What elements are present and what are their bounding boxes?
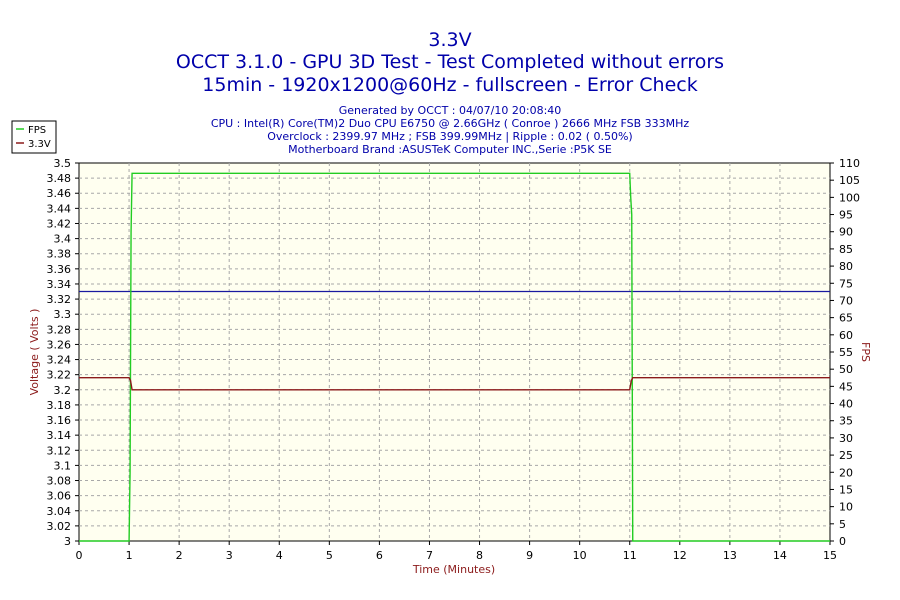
y-tick-label: 3.24: [47, 354, 72, 367]
y-tick-label: 3.48: [47, 172, 72, 185]
x-tick-label: 0: [76, 549, 83, 562]
x-tick-label: 11: [623, 549, 637, 562]
y2-tick-label: 70: [839, 294, 853, 307]
x-tick-label: 3: [226, 549, 233, 562]
legend: FPS 3.3V: [11, 120, 57, 154]
x-axis-label: Time (Minutes): [412, 563, 495, 576]
y2-tick-label: 60: [839, 329, 853, 342]
y2-tick-label: 85: [839, 243, 853, 256]
y-tick-label: 3.14: [47, 429, 72, 442]
y2-tick-label: 40: [839, 398, 853, 411]
y-tick-label: 3.08: [47, 475, 72, 488]
y-tick-label: 3.22: [47, 369, 72, 382]
y-tick-label: 3.32: [47, 293, 72, 306]
x-tick-label: 9: [526, 549, 533, 562]
y2-tick-label: 90: [839, 226, 853, 239]
axis-ticks: 0 1 2 3 4 5 6 7 8 9 10 11 12 13 14 1533.023.043.063.083…: [47, 157, 861, 562]
y-tick-label: 3.04: [47, 505, 72, 518]
info-cpu: CPU : Intel(R) Core(TM)2 Duo CPU E6750 @…: [211, 117, 690, 130]
y2-tick-label: 110: [839, 157, 860, 170]
y2-tick-label: 80: [839, 260, 853, 273]
y-tick-label: 3.06: [47, 490, 72, 503]
x-tick-label: 4: [276, 549, 283, 562]
y2-tick-label: 25: [839, 449, 853, 462]
x-tick-label: 15: [823, 549, 837, 562]
y-tick-label: 3.28: [47, 323, 72, 336]
info-motherboard: Motherboard Brand :ASUSTeK Computer INC.…: [288, 143, 612, 156]
x-tick-label: 6: [376, 549, 383, 562]
y2-tick-label: 50: [839, 363, 853, 376]
y-tick-label: 3.1: [54, 459, 72, 472]
info-overclock: Overclock : 2399.97 MHz ; FSB 399.99MHz …: [267, 130, 632, 143]
plot-area: [78, 162, 831, 542]
y-tick-label: 3.2: [54, 384, 72, 397]
x-tick-label: 8: [476, 549, 483, 562]
y2-tick-label: 5: [839, 518, 846, 531]
y-tick-label: 3.34: [47, 278, 72, 291]
y-tick-label: 3.4: [54, 233, 72, 246]
x-tick-label: 5: [326, 549, 333, 562]
y2-tick-label: 35: [839, 415, 853, 428]
y-tick-label: 3.44: [47, 202, 72, 215]
series-layer: [79, 172, 830, 542]
y-tick-label: 3.38: [47, 248, 72, 261]
y-tick-label: 3: [64, 535, 71, 548]
chart-subtitle-1: OCCT 3.1.0 - GPU 3D Test - Test Complete…: [176, 51, 724, 73]
y-tick-label: 3.02: [47, 520, 72, 533]
y2-tick-label: 30: [839, 432, 853, 445]
x-tick-label: 10: [573, 549, 587, 562]
legend-label-fps: FPS: [28, 125, 46, 136]
y2-tick-label: 95: [839, 209, 853, 222]
x-tick-label: 12: [673, 549, 687, 562]
y2-tick-label: 20: [839, 466, 853, 479]
y2-tick-label: 15: [839, 483, 853, 496]
y2-tick-label: 65: [839, 312, 853, 325]
y-axis-label: Voltage ( Volts ): [28, 309, 41, 396]
y-tick-label: 3.36: [47, 263, 72, 276]
y-tick-label: 3.42: [47, 217, 72, 230]
y-tick-label: 3.12: [47, 444, 72, 457]
y2-tick-label: 105: [839, 174, 860, 187]
series-line-fps: [79, 172, 830, 542]
y2-tick-label: 0: [839, 535, 846, 548]
y-tick-label: 3.18: [47, 399, 72, 412]
chart-title: 3.3V: [428, 29, 471, 51]
grid: [79, 163, 830, 541]
y2-axis-label: FPS: [859, 342, 872, 362]
y-tick-label: 3.16: [47, 414, 72, 427]
x-tick-label: 14: [773, 549, 787, 562]
y2-tick-label: 55: [839, 346, 853, 359]
legend-box: [11, 120, 57, 154]
y-tick-label: 3.5: [54, 157, 72, 170]
legend-label-3v3: 3.3V: [28, 139, 51, 150]
y-tick-label: 3.26: [47, 338, 72, 351]
x-tick-label: 13: [723, 549, 737, 562]
y2-tick-label: 75: [839, 277, 853, 290]
y-tick-label: 3.3: [54, 308, 72, 321]
y2-tick-label: 10: [839, 501, 853, 514]
x-tick-label: 2: [176, 549, 183, 562]
series-line-3-3v: [79, 377, 830, 391]
chart-subtitle-2: 15min - 1920x1200@60Hz - fullscreen - Er…: [202, 74, 697, 96]
y2-tick-label: 100: [839, 191, 860, 204]
x-tick-label: 7: [426, 549, 433, 562]
info-generated: Generated by OCCT : 04/07/10 20:08:40: [339, 104, 562, 117]
y-tick-label: 3.46: [47, 187, 72, 200]
x-tick-label: 1: [126, 549, 133, 562]
y2-tick-label: 45: [839, 380, 853, 393]
